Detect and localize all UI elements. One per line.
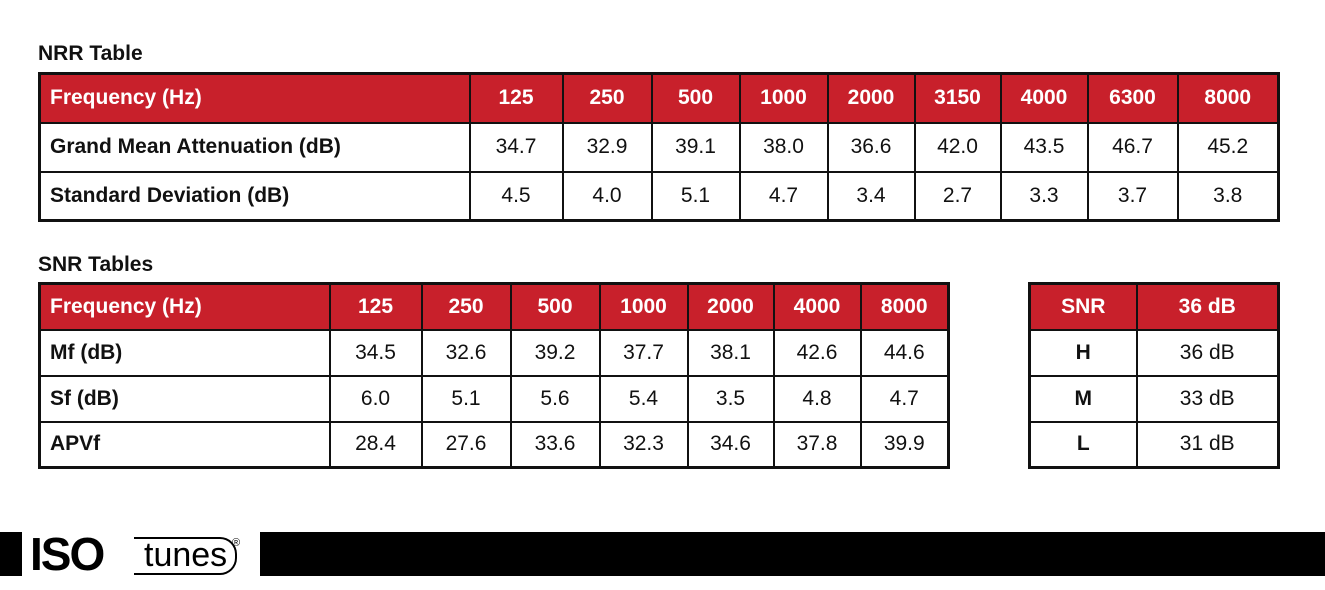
- nrr-header-cell: 4000: [999, 72, 1089, 124]
- table-row: H 36 dB: [1028, 328, 1280, 377]
- nrr-table: Frequency (Hz) 125 250 500 1000 2000 315…: [38, 72, 1280, 222]
- nrr-header-cell: 8000: [1176, 72, 1280, 124]
- table-cell: 32.9: [561, 121, 653, 173]
- row-label: Sf (dB): [38, 374, 331, 423]
- table-cell: 33.6: [509, 420, 601, 469]
- table-cell: 32.6: [420, 328, 512, 377]
- table-cell: 42.6: [772, 328, 862, 377]
- snr-summary-table: SNR 36 dB H 36 dB M 33 dB L 31 dB: [1028, 282, 1280, 469]
- nrr-header-label: Frequency (Hz): [38, 72, 471, 124]
- row-label: Standard Deviation (dB): [38, 170, 471, 222]
- row-label: Grand Mean Attenuation (dB): [38, 121, 471, 173]
- table-cell: 3.7: [1086, 170, 1179, 222]
- snr-header-cell: 2000: [686, 282, 775, 331]
- table-cell: 39.1: [650, 121, 741, 173]
- nrr-header-cell: 1000: [738, 72, 829, 124]
- snr-header-cell: 1000: [598, 282, 689, 331]
- isotunes-logo-tunes: tunes: [134, 537, 238, 575]
- row-label: M: [1028, 374, 1138, 423]
- snr-summary-header-cell: SNR: [1028, 282, 1138, 331]
- table-row: Mf (dB) 34.5 32.6 39.2 37.7 38.1 42.6 44…: [38, 328, 950, 377]
- nrr-header-row: Frequency (Hz) 125 250 500 1000 2000 315…: [38, 72, 1280, 124]
- nrr-table-title: NRR Table: [38, 42, 143, 65]
- table-cell: 27.6: [420, 420, 512, 469]
- table-cell: 34.5: [328, 328, 423, 377]
- table-cell: 34.6: [686, 420, 775, 469]
- table-cell: 4.7: [859, 374, 950, 423]
- table-cell: 36.6: [826, 121, 916, 173]
- table-cell: 4.7: [738, 170, 829, 222]
- table-cell: 34.7: [468, 121, 564, 173]
- table-cell: 4.0: [561, 170, 653, 222]
- table-cell: 4.8: [772, 374, 862, 423]
- snr-header-cell: 125: [328, 282, 423, 331]
- snr-summary-header-row: SNR 36 dB: [1028, 282, 1280, 331]
- snr-summary-header-cell: 36 dB: [1135, 282, 1280, 331]
- snr-header-cell: 500: [509, 282, 601, 331]
- table-row: Standard Deviation (dB) 4.5 4.0 5.1 4.7 …: [38, 170, 1280, 222]
- table-cell: 32.3: [598, 420, 689, 469]
- snr-table: Frequency (Hz) 125 250 500 1000 2000 400…: [38, 282, 950, 469]
- table-cell: 5.6: [509, 374, 601, 423]
- nrr-header-cell: 500: [650, 72, 741, 124]
- table-row: Sf (dB) 6.0 5.1 5.6 5.4 3.5 4.8 4.7: [38, 374, 950, 423]
- table-cell: 3.5: [686, 374, 775, 423]
- table-cell: 43.5: [999, 121, 1089, 173]
- table-cell: 37.8: [772, 420, 862, 469]
- table-cell: 36 dB: [1135, 328, 1280, 377]
- table-cell: 3.4: [826, 170, 916, 222]
- row-label: Mf (dB): [38, 328, 331, 377]
- table-cell: 6.0: [328, 374, 423, 423]
- table-cell: 28.4: [328, 420, 423, 469]
- table-row: APVf 28.4 27.6 33.6 32.3 34.6 37.8 39.9: [38, 420, 950, 469]
- table-cell: 31 dB: [1135, 420, 1280, 469]
- table-cell: 39.9: [859, 420, 950, 469]
- snr-header-label: Frequency (Hz): [38, 282, 331, 331]
- nrr-header-cell: 250: [561, 72, 653, 124]
- row-label: L: [1028, 420, 1138, 469]
- table-row: Grand Mean Attenuation (dB) 34.7 32.9 39…: [38, 121, 1280, 173]
- table-cell: 45.2: [1176, 121, 1280, 173]
- nrr-header-cell: 125: [468, 72, 564, 124]
- table-cell: 3.8: [1176, 170, 1280, 222]
- table-cell: 42.0: [913, 121, 1002, 173]
- nrr-header-cell: 2000: [826, 72, 916, 124]
- table-cell: 5.4: [598, 374, 689, 423]
- snr-header-cell: 4000: [772, 282, 862, 331]
- snr-header-row: Frequency (Hz) 125 250 500 1000 2000 400…: [38, 282, 950, 331]
- table-cell: 33 dB: [1135, 374, 1280, 423]
- table-row: L 31 dB: [1028, 420, 1280, 469]
- isotunes-logo-iso: ISO: [30, 528, 105, 580]
- table-cell: 3.3: [999, 170, 1089, 222]
- snr-header-cell: 8000: [859, 282, 950, 331]
- table-cell: 38.1: [686, 328, 775, 377]
- nrr-header-cell: 6300: [1086, 72, 1179, 124]
- table-row: M 33 dB: [1028, 374, 1280, 423]
- row-label: H: [1028, 328, 1138, 377]
- table-cell: 4.5: [468, 170, 564, 222]
- table-cell: 2.7: [913, 170, 1002, 222]
- nrr-header-cell: 3150: [913, 72, 1002, 124]
- table-cell: 44.6: [859, 328, 950, 377]
- table-cell: 5.1: [650, 170, 741, 222]
- table-cell: 38.0: [738, 121, 829, 173]
- registered-mark-icon: ®: [232, 537, 241, 549]
- table-cell: 37.7: [598, 328, 689, 377]
- snr-header-cell: 250: [420, 282, 512, 331]
- table-cell: 39.2: [509, 328, 601, 377]
- snr-table-title: SNR Tables: [38, 253, 154, 276]
- row-label: APVf: [38, 420, 331, 469]
- table-cell: 5.1: [420, 374, 512, 423]
- table-cell: 46.7: [1086, 121, 1179, 173]
